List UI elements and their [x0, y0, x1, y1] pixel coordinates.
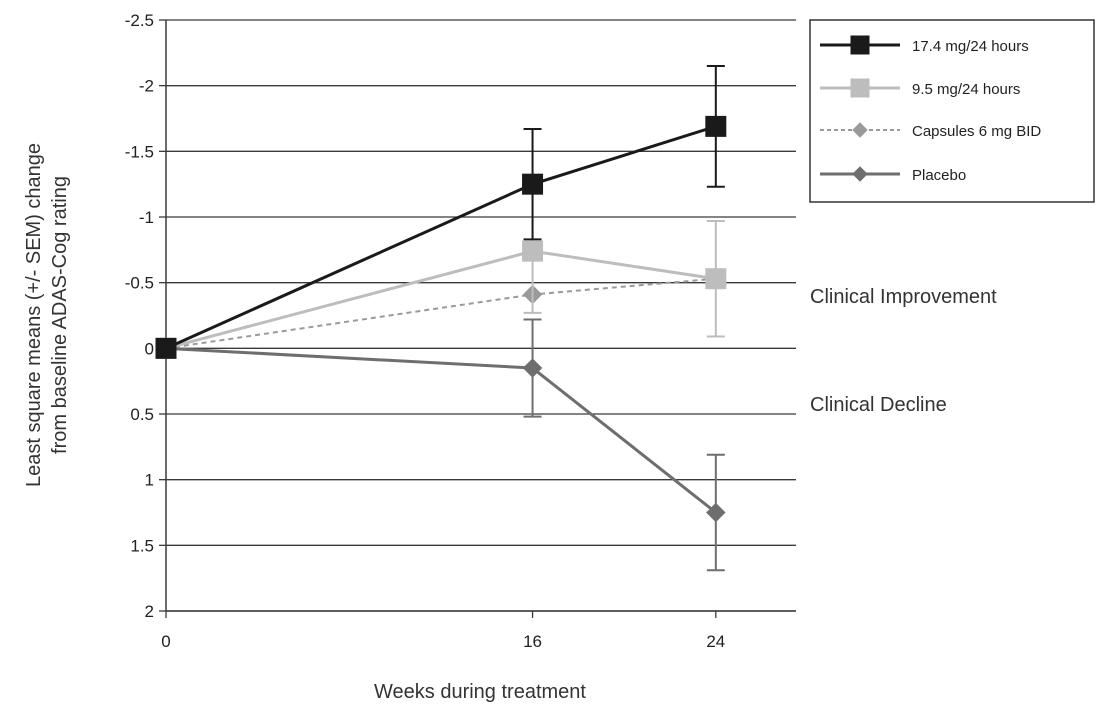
x-tick-label: 16 [523, 632, 542, 651]
series-line [165, 124, 717, 350]
y-tick-label: -1.5 [125, 142, 154, 161]
x-tick-label: 24 [706, 632, 725, 651]
legend-entry-capsules-6-mg-bid: Capsules 6 mg BID [820, 122, 1041, 140]
data-point [155, 337, 177, 359]
y-tick-label: -2.5 [125, 11, 154, 30]
legend-label: Capsules 6 mg BID [912, 123, 1041, 140]
annotation-clinical-decline: Clinical Decline [810, 394, 947, 416]
y-tick-label: 1.5 [130, 536, 154, 555]
data-point [522, 173, 544, 195]
legend: 17.4 mg/24 hours 9.5 mg/24 hours Capsules … [809, 19, 1095, 203]
series-placebo [156, 318, 726, 572]
legend-entry-17-4-mg-24-hours: 17.4 mg/24 hours [820, 35, 1029, 55]
legend-label: Placebo [912, 167, 966, 184]
y-axis-title: Least square means (+/- SEM) change from… [23, 143, 71, 487]
y-tick-label: -1 [139, 208, 154, 227]
series-line [165, 249, 717, 350]
legend-marker [852, 166, 868, 182]
y-tick-label: -0.5 [125, 274, 154, 293]
y-tick-label: 2 [145, 602, 154, 621]
y-tick-label: -2 [139, 77, 154, 96]
grid [166, 19, 796, 612]
y-tick-label: 0 [145, 339, 154, 358]
y-tick-label: 0.5 [130, 405, 154, 424]
x-axis-title: Weeks during treatment [374, 681, 586, 703]
legend-entry-placebo: Placebo [820, 166, 966, 184]
data-point [705, 115, 727, 137]
y-axis-title-line-2: from baseline ADAS-Cog rating [49, 176, 71, 454]
series-line [165, 277, 716, 350]
legend-label: 17.4 mg/24 hours [912, 38, 1029, 55]
legend-marker [850, 35, 870, 55]
data-point [522, 240, 544, 262]
y-axis-title-line-1: Least square means (+/- SEM) change [23, 143, 45, 487]
series-line [165, 346, 717, 514]
legend-marker [850, 78, 870, 98]
series-17-4-mg-24-hours [155, 64, 727, 359]
y-tick-label: 1 [145, 471, 154, 490]
annotation-clinical-improvement: Clinical Improvement [810, 286, 997, 308]
data-point [706, 502, 726, 523]
legend-entry-9-5-mg-24-hours: 9.5 mg/24 hours [820, 78, 1020, 98]
series-layer [155, 64, 727, 572]
axes: -2.5-2-1.5-1-0.500.511.520 16 24 [125, 11, 796, 651]
data-point [705, 268, 727, 290]
legend-marker [852, 122, 868, 138]
legend-label: 9.5 mg/24 hours [912, 81, 1020, 98]
x-tick-label: 0 [161, 632, 170, 651]
data-point [522, 358, 543, 378]
series-9-5-mg-24-hours [155, 188, 727, 359]
